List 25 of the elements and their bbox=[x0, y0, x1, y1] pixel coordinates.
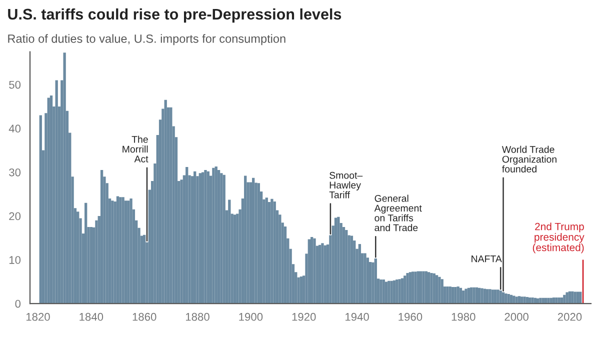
annotation: Smoot– Hawley Tariff bbox=[329, 172, 363, 198]
annotation: NAFTA bbox=[472, 255, 502, 262]
chart-title: U.S. tariffs could rise to pre-Depression levels bbox=[8, 8, 342, 23]
annotation: World Trade Organization founded bbox=[502, 146, 556, 172]
x-tick-label: 1940 bbox=[346, 312, 369, 321]
x-tick-label: 1920 bbox=[292, 312, 316, 321]
x-tick-label: 2000 bbox=[504, 312, 528, 321]
y-tick-label: 30 bbox=[9, 168, 21, 176]
y-tick-label: 20 bbox=[9, 212, 21, 220]
y-tick-label: 0 bbox=[15, 300, 21, 308]
x-tick-label: 1880 bbox=[186, 312, 210, 321]
y-tick-label: 10 bbox=[9, 256, 21, 264]
x-tick-label: 1900 bbox=[239, 312, 263, 321]
series-label: 2nd Trump presidency (estimated) bbox=[532, 222, 584, 254]
annotation: The Morrill Act bbox=[122, 136, 148, 162]
annotation: General Agreement on Tariffs and Trade bbox=[374, 194, 422, 232]
x-tick-label: 1860 bbox=[132, 312, 156, 321]
x-tick-label: 2020 bbox=[558, 312, 582, 321]
y-tick-label: 40 bbox=[8, 124, 21, 133]
y-tick-label: 50 bbox=[9, 80, 21, 89]
x-tick-label: 1840 bbox=[80, 312, 104, 321]
x-tick-label: 1820 bbox=[26, 312, 50, 321]
chart-subtitle: Ratio of duties to value, U.S. imports for consumption bbox=[8, 34, 286, 46]
x-tick-label: 1980 bbox=[452, 312, 476, 321]
x-tick-label: 1960 bbox=[398, 312, 422, 321]
